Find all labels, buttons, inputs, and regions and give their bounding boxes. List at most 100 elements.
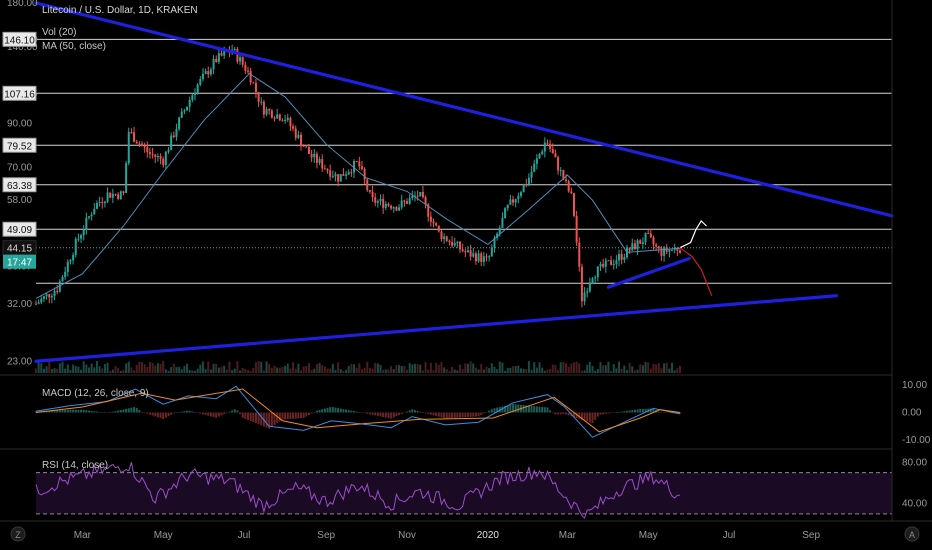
macd-histogram-bar <box>466 412 469 418</box>
candle-body <box>406 201 409 204</box>
volume-bar <box>167 370 170 373</box>
price-pane[interactable] <box>34 1 894 373</box>
price-tick-label: 140.00 <box>7 42 38 53</box>
macd-histogram-bar <box>459 412 462 418</box>
macd-histogram-bar <box>119 409 122 413</box>
candle-body <box>85 217 88 230</box>
volume-bar <box>496 369 499 373</box>
auto-scale-button[interactable]: A <box>904 526 920 542</box>
volume-bar <box>647 362 650 373</box>
macd-histogram-bar <box>61 410 64 413</box>
macd-histogram-bar <box>146 412 149 414</box>
macd-histogram-bar <box>345 409 348 413</box>
macd-pane[interactable] <box>35 385 681 438</box>
macd-histogram-bar <box>334 407 337 413</box>
timezone-button[interactable]: Z <box>10 526 26 542</box>
volume-bar <box>525 369 528 373</box>
macd-histogram-bar <box>180 411 183 413</box>
candle-body <box>101 201 104 204</box>
bearish-path-line[interactable] <box>679 247 713 297</box>
candle-body <box>302 145 305 147</box>
macd-histogram-bar <box>421 412 424 413</box>
macd-axis[interactable]: 10.00 0.00 -10.00 <box>902 380 931 446</box>
volume-bar <box>239 370 242 373</box>
macd-histogram-bar <box>376 412 379 416</box>
volume-bar <box>233 368 236 373</box>
macd-indicator-label[interactable]: MACD (12, 26, close, 9) <box>42 388 149 399</box>
volume-bar <box>339 369 342 373</box>
volume-bar <box>178 366 181 373</box>
volume-bar <box>559 362 562 373</box>
price-tick-label: 70.00 <box>7 162 32 173</box>
vol-indicator-label[interactable]: Vol (20) <box>42 27 76 38</box>
volume-bar <box>360 369 363 373</box>
candle-body <box>398 207 401 211</box>
macd-histogram-bar <box>329 407 332 413</box>
rsi-axis[interactable]: 80.00 40.00 <box>902 457 927 509</box>
candle-body <box>220 53 223 56</box>
macd-histogram-bar <box>480 412 483 415</box>
macd-histogram-bar <box>504 405 507 413</box>
candle-body <box>236 48 239 62</box>
volume-bar <box>490 363 493 373</box>
macd-histogram-bar <box>231 410 234 413</box>
candle-body <box>318 159 321 163</box>
volume-bar <box>395 365 398 373</box>
level-price-badge <box>2 177 37 193</box>
macd-histogram-bar <box>527 405 530 413</box>
volume-bar <box>628 362 631 373</box>
price-tick-label: 180.00 <box>7 0 38 9</box>
descending-resistance-trendline[interactable] <box>34 1 894 218</box>
macd-histogram-bar <box>175 412 178 413</box>
candle-body <box>58 281 61 292</box>
volume-bar <box>421 370 424 373</box>
candle-body <box>191 95 194 100</box>
macd-histogram-bar <box>154 412 157 417</box>
volume-bar <box>122 369 125 373</box>
volume-bar <box>427 369 430 373</box>
macd-histogram-bar <box>162 412 165 420</box>
macd-histogram-bar <box>156 412 159 418</box>
candle-body <box>82 229 85 236</box>
macd-histogram-bar <box>326 407 329 413</box>
candle-body <box>602 263 605 267</box>
candle-body <box>249 70 252 83</box>
macd-histogram-bar <box>461 412 464 418</box>
candle-body <box>620 254 623 260</box>
candle-body <box>114 193 117 195</box>
macd-histogram <box>35 404 681 429</box>
candle-body <box>387 203 390 206</box>
macd-histogram-bar <box>578 412 581 419</box>
volume-bar <box>268 363 271 373</box>
candle-body <box>472 253 475 257</box>
volume-bar <box>127 361 130 373</box>
candle-body <box>610 260 613 265</box>
candle-body <box>95 203 98 209</box>
rsi-pane[interactable] <box>35 462 892 519</box>
volume-bar <box>265 361 268 373</box>
macd-histogram-bar <box>382 412 385 417</box>
bullish-path-line[interactable] <box>679 219 707 249</box>
volume-bar <box>119 370 122 373</box>
volume-bar <box>676 368 679 373</box>
rsi-indicator-label[interactable]: RSI (14, close) <box>42 460 108 471</box>
candle-body <box>578 242 581 267</box>
candle-body <box>40 298 43 303</box>
time-axis[interactable]: Mar May Jul Sep Nov 2020 Mar May Jul Sep <box>74 530 821 541</box>
ma-indicator-label[interactable]: MA (50, close) <box>42 41 106 52</box>
candle-body <box>482 256 485 262</box>
candle-body <box>663 247 666 256</box>
candle-body <box>90 214 93 217</box>
short-support-trendline[interactable] <box>606 256 691 289</box>
volume-bar <box>588 361 591 373</box>
volume-bar <box>236 361 239 373</box>
candle-body <box>122 191 125 194</box>
volume-bar <box>48 361 51 373</box>
volume-bar <box>186 363 189 373</box>
volume-bar <box>453 369 456 373</box>
macd-histogram-bar <box>371 412 374 415</box>
volume-bar <box>262 370 265 373</box>
candle-body <box>35 303 37 305</box>
ascending-support-trendline[interactable] <box>34 294 838 363</box>
